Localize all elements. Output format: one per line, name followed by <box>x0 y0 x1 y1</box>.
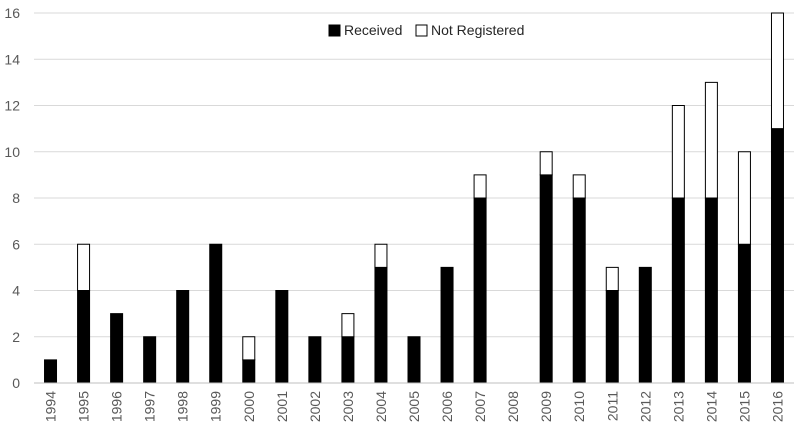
y-tick-label: 4 <box>12 283 20 299</box>
legend-swatch-not-registered <box>415 24 428 37</box>
y-axis: 0 2 4 6 8 10 12 14 16 <box>4 5 20 391</box>
y-tick-label: 14 <box>4 51 20 67</box>
bar-received-1998 <box>176 290 190 384</box>
bar-not-registered-2016 <box>770 12 784 130</box>
y-tick-label: 12 <box>4 98 20 114</box>
bar-received-2002 <box>308 336 322 384</box>
legend-label-not-registered: Not Registered <box>431 22 524 38</box>
bar-received-2011 <box>605 290 619 384</box>
x-tick-label: 2009 <box>538 391 554 422</box>
bar-not-registered-2013 <box>671 105 685 199</box>
x-tick-label: 1997 <box>142 391 158 422</box>
x-tick-label: 2015 <box>736 391 752 422</box>
bar-received-1994 <box>44 359 58 384</box>
bar-received-2013 <box>671 197 685 384</box>
bar-not-registered-1995 <box>77 243 91 291</box>
x-tick-label: 2012 <box>637 391 653 422</box>
x-tick-label: 2000 <box>241 391 257 422</box>
bar-not-registered-2010 <box>572 174 586 199</box>
bar-received-2005 <box>407 336 421 384</box>
x-tick-label: 2010 <box>571 391 587 422</box>
bar-received-2010 <box>572 197 586 384</box>
y-tick-label: 6 <box>12 236 20 252</box>
bar-received-2012 <box>638 266 652 384</box>
y-tick-label: 8 <box>12 190 20 206</box>
y-tick-label: 0 <box>12 375 20 391</box>
bar-not-registered-2014 <box>704 81 718 199</box>
x-axis: 1994 1995 1996 1997 1998 1999 2000 2001 2002 2003… <box>34 382 794 422</box>
bar-not-registered-2011 <box>605 266 619 291</box>
x-tick-label: 2002 <box>307 391 323 422</box>
x-tick-label: 2001 <box>274 391 290 422</box>
x-tick-label: 2003 <box>340 391 356 422</box>
legend-swatch-received <box>328 24 341 37</box>
bar-received-1995 <box>77 290 91 384</box>
x-tick-label: 1994 <box>43 391 59 422</box>
x-tick-label: 2007 <box>472 391 488 422</box>
bar-received-2004 <box>374 266 388 384</box>
bar-not-registered-2015 <box>737 151 751 245</box>
bar-not-registered-2007 <box>473 174 487 199</box>
bar-received-1997 <box>143 336 157 384</box>
x-tick-label: 1996 <box>109 391 125 422</box>
y-tick-label: 2 <box>12 329 20 345</box>
legend-label-received: Received <box>344 22 402 38</box>
x-tick-label: 1998 <box>175 391 191 422</box>
bar-received-2000 <box>242 359 256 384</box>
bar-received-1999 <box>209 243 223 384</box>
y-tick-label: 10 <box>4 144 20 160</box>
x-tick-label: 2006 <box>439 391 455 422</box>
bar-received-2003 <box>341 336 355 384</box>
x-tick-label: 2014 <box>703 391 719 422</box>
x-tick-label: 1995 <box>76 391 92 422</box>
bar-received-2001 <box>275 290 289 384</box>
x-tick-label: 2008 <box>505 391 521 422</box>
x-tick-label: 2011 <box>604 391 620 421</box>
gridlines <box>34 12 794 338</box>
x-tick-label: 2013 <box>670 391 686 422</box>
bar-received-2016 <box>770 128 784 384</box>
bar-received-2009 <box>539 174 553 384</box>
bar-not-registered-2009 <box>539 151 553 176</box>
bar-not-registered-2000 <box>242 336 256 361</box>
legend: Received Not Registered <box>328 22 524 38</box>
y-tick-label: 16 <box>4 5 20 21</box>
bar-received-2007 <box>473 197 487 384</box>
x-tick-label: 2004 <box>373 391 389 422</box>
bar-received-1996 <box>110 313 124 384</box>
x-tick-label: 2016 <box>769 391 785 422</box>
bar-received-2006 <box>440 266 454 384</box>
bar-not-registered-2004 <box>374 243 388 268</box>
x-tick-label: 2005 <box>406 391 422 422</box>
x-tick-label: 1999 <box>208 391 224 422</box>
bar-received-2015 <box>737 243 751 384</box>
bar-not-registered-2003 <box>341 313 355 338</box>
bars <box>44 12 784 384</box>
bar-received-2014 <box>704 197 718 384</box>
